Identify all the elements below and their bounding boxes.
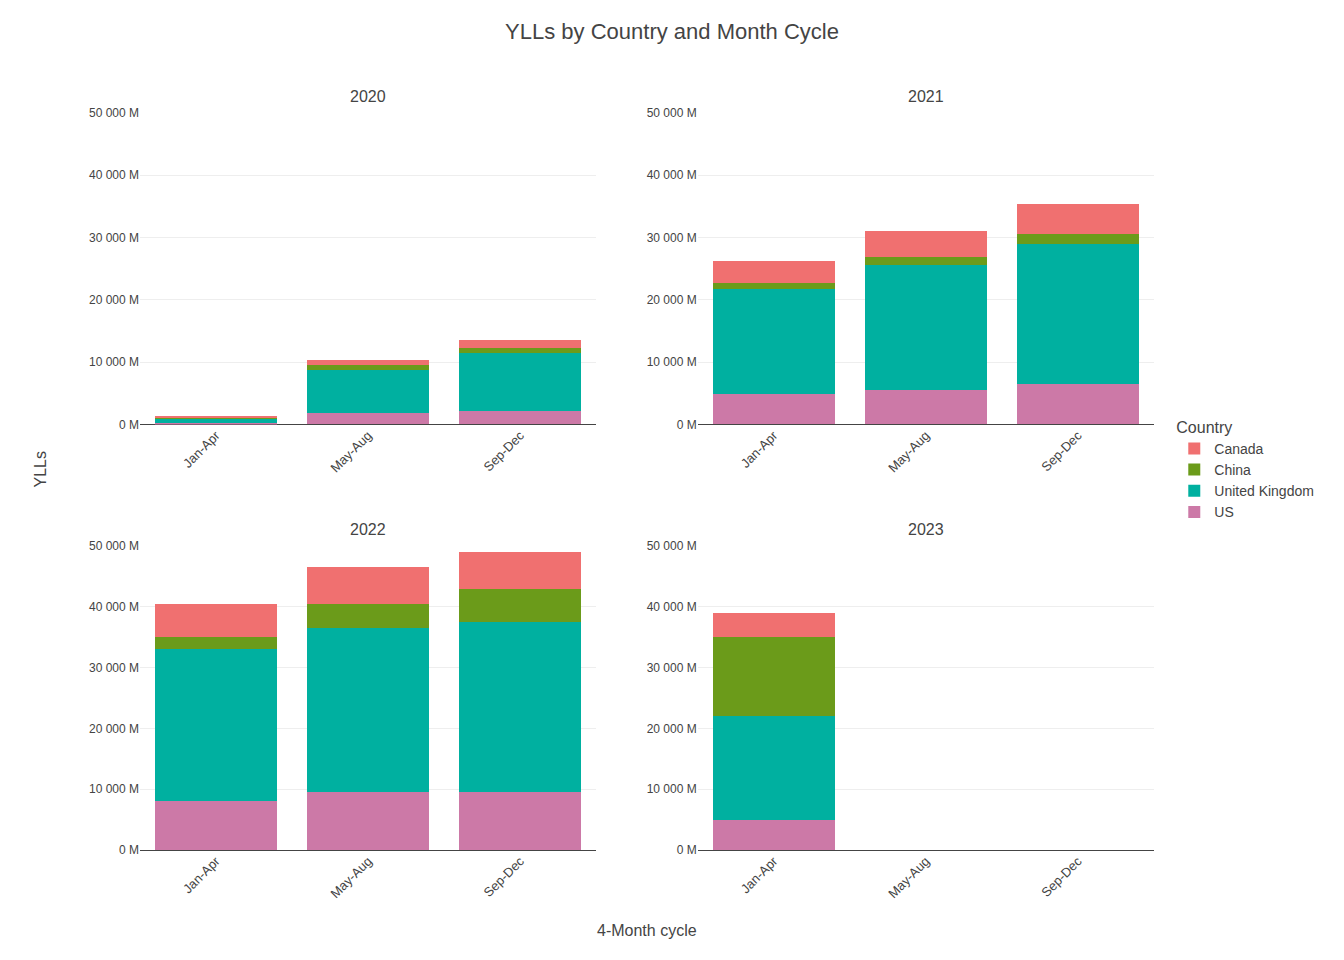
svg-text:2020: 2020 bbox=[350, 88, 386, 105]
svg-text:0 M: 0 M bbox=[677, 843, 697, 857]
svg-text:2021: 2021 bbox=[908, 88, 944, 105]
svg-text:20 000 M: 20 000 M bbox=[89, 293, 139, 307]
svg-text:20 000 M: 20 000 M bbox=[89, 722, 139, 736]
svg-text:Canada: Canada bbox=[1214, 441, 1263, 457]
svg-text:30 000 M: 30 000 M bbox=[647, 231, 697, 245]
svg-text:10 000 M: 10 000 M bbox=[647, 782, 697, 796]
svg-text:Jan-Apr: Jan-Apr bbox=[738, 428, 781, 471]
svg-text:Sep-Dec: Sep-Dec bbox=[481, 853, 528, 900]
svg-text:YLLs by Country and Month Cycl: YLLs by Country and Month Cycle bbox=[505, 19, 839, 44]
svg-text:2023: 2023 bbox=[908, 521, 944, 538]
svg-text:50 000 M: 50 000 M bbox=[89, 539, 139, 553]
svg-text:40 000 M: 40 000 M bbox=[647, 600, 697, 614]
svg-text:YLLs: YLLs bbox=[32, 451, 49, 487]
svg-text:0 M: 0 M bbox=[119, 843, 139, 857]
svg-text:2022: 2022 bbox=[350, 521, 386, 538]
svg-text:4-Month cycle: 4-Month cycle bbox=[597, 922, 697, 939]
svg-text:May-Aug: May-Aug bbox=[885, 428, 932, 475]
svg-text:May-Aug: May-Aug bbox=[885, 854, 932, 901]
svg-text:20 000 M: 20 000 M bbox=[647, 722, 697, 736]
svg-text:10 000 M: 10 000 M bbox=[89, 355, 139, 369]
svg-text:0 M: 0 M bbox=[119, 418, 139, 432]
svg-text:10 000 M: 10 000 M bbox=[647, 355, 697, 369]
svg-text:0 M: 0 M bbox=[677, 418, 697, 432]
svg-text:Jan-Apr: Jan-Apr bbox=[180, 853, 223, 896]
svg-text:40 000 M: 40 000 M bbox=[89, 600, 139, 614]
svg-text:May-Aug: May-Aug bbox=[327, 428, 374, 475]
svg-text:20 000 M: 20 000 M bbox=[647, 293, 697, 307]
svg-text:Sep-Dec: Sep-Dec bbox=[481, 428, 528, 475]
svg-text:50 000 M: 50 000 M bbox=[89, 106, 139, 120]
svg-text:Sep-Dec: Sep-Dec bbox=[1038, 428, 1085, 475]
svg-text:Country: Country bbox=[1176, 419, 1232, 436]
svg-text:50 000 M: 50 000 M bbox=[647, 106, 697, 120]
svg-text:30 000 M: 30 000 M bbox=[89, 661, 139, 675]
svg-text:30 000 M: 30 000 M bbox=[647, 661, 697, 675]
svg-text:Sep-Dec: Sep-Dec bbox=[1038, 853, 1085, 900]
svg-text:May-Aug: May-Aug bbox=[327, 854, 374, 901]
svg-text:China: China bbox=[1214, 462, 1251, 478]
svg-text:US: US bbox=[1214, 504, 1233, 520]
svg-text:50 000 M: 50 000 M bbox=[647, 539, 697, 553]
svg-text:30 000 M: 30 000 M bbox=[89, 231, 139, 245]
svg-text:40 000 M: 40 000 M bbox=[89, 168, 139, 182]
svg-text:Jan-Apr: Jan-Apr bbox=[738, 853, 781, 896]
svg-text:Jan-Apr: Jan-Apr bbox=[180, 428, 223, 471]
svg-text:40 000 M: 40 000 M bbox=[647, 168, 697, 182]
svg-text:United Kingdom: United Kingdom bbox=[1214, 483, 1314, 499]
svg-text:10 000 M: 10 000 M bbox=[89, 782, 139, 796]
